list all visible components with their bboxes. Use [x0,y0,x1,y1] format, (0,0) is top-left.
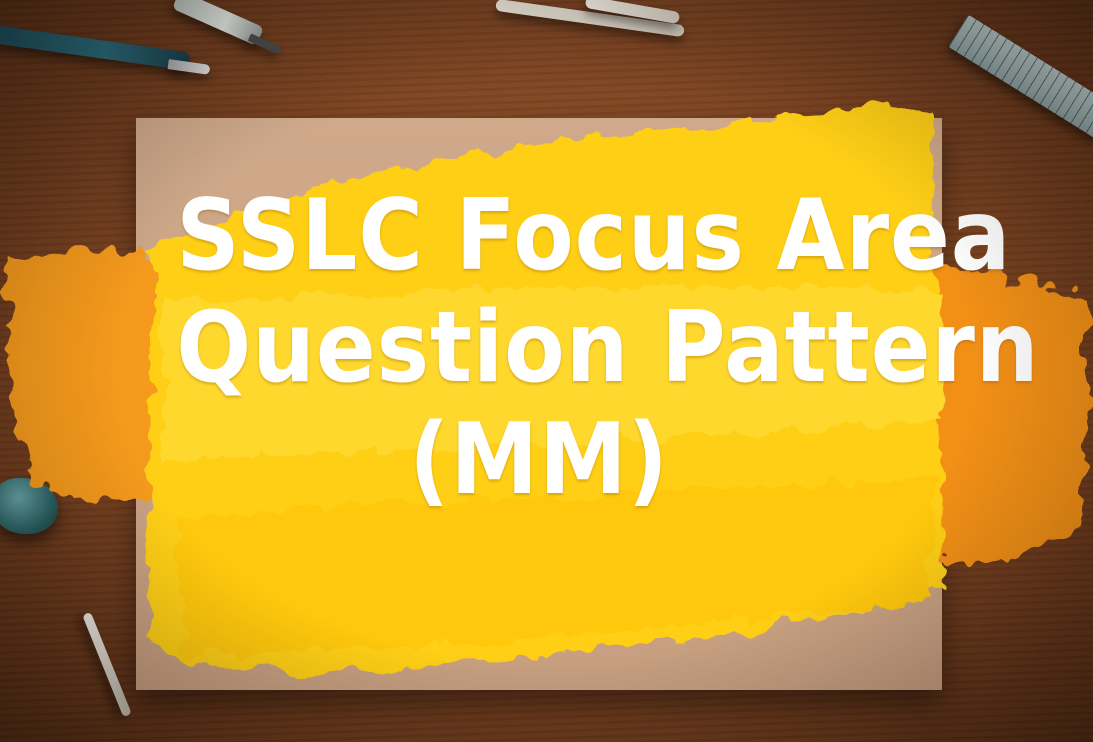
headline-line-3: (MM) [409,403,669,517]
headline-line-2: Question Pattern [176,291,1040,405]
headline-text: SSLC Focus Area Question Pattern (MM) [176,179,1040,517]
ruler-icon [948,14,1093,140]
blue-pen-icon [0,23,191,71]
cotton-swab-icon [82,611,132,718]
headline-line-1: SSLC Focus Area [176,179,1012,293]
pen-tip-icon [167,59,211,75]
stone-decoration-icon [0,478,58,534]
